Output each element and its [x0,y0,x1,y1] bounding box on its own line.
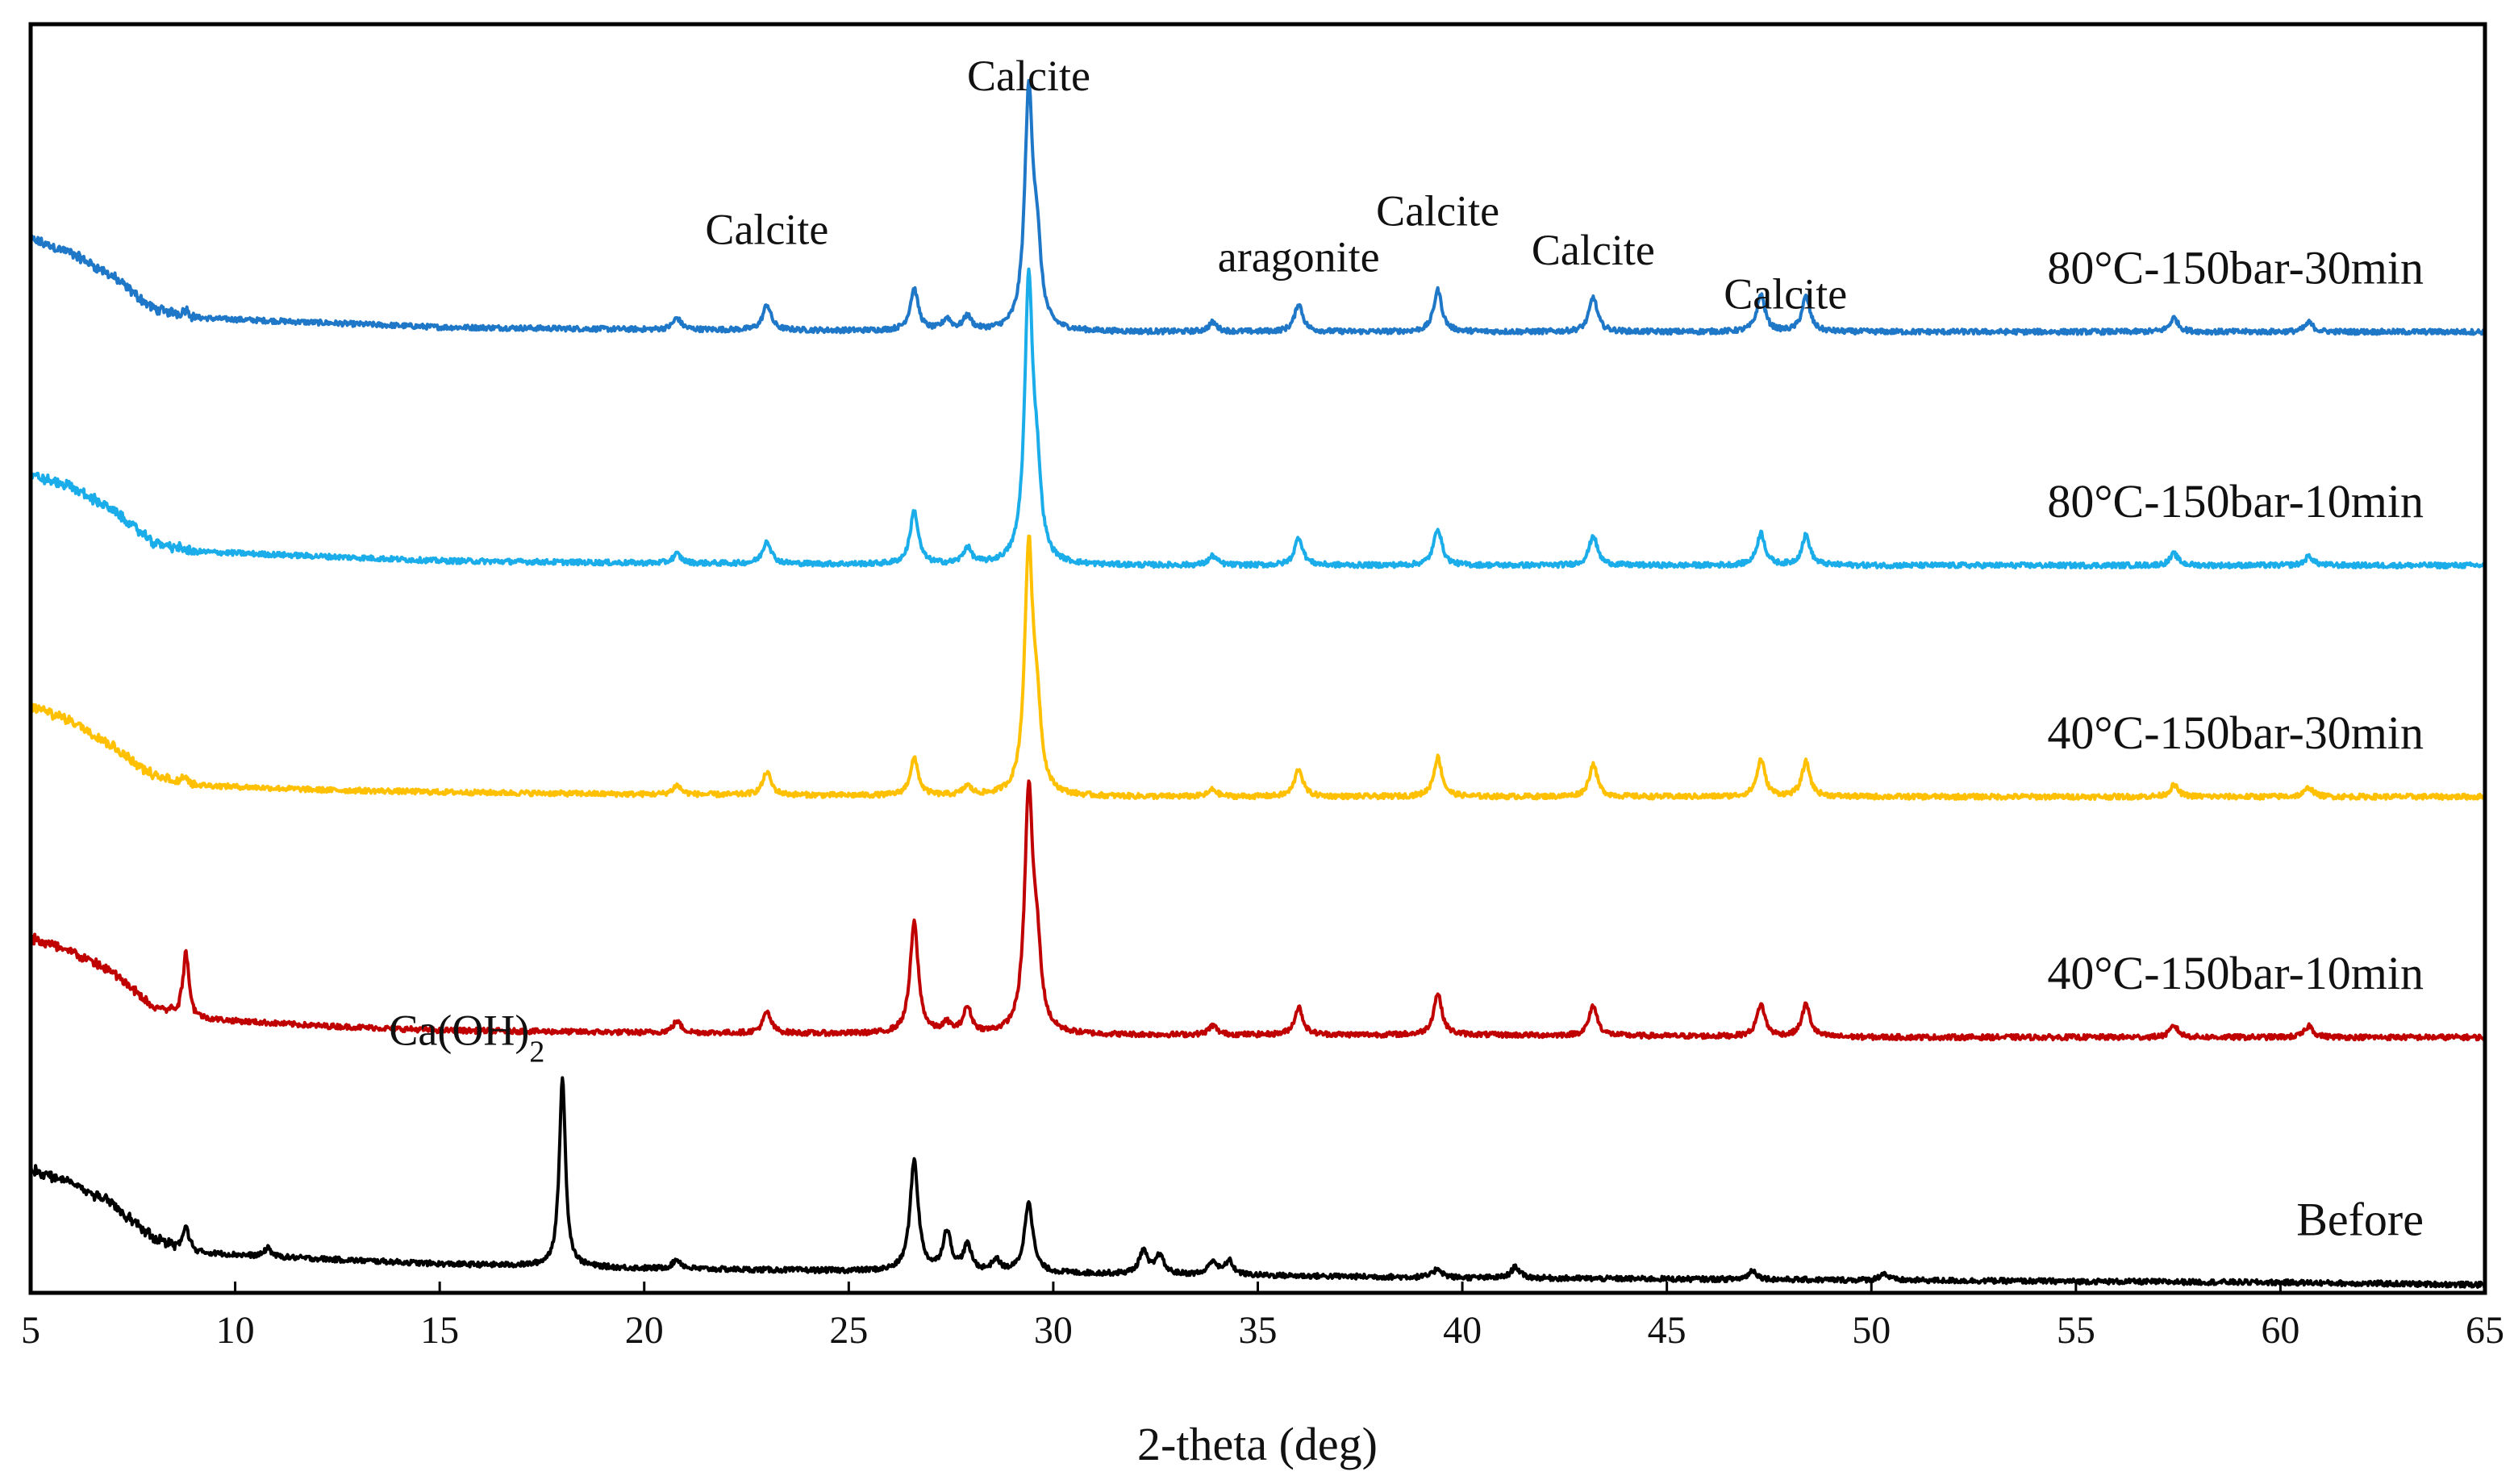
x-axis-ticks: 5 10 15 20 25 30 35 40 45 50 55 60 65 [21,1282,2504,1352]
x-tick-label: 20 [625,1309,664,1352]
series-label: 40°C-150bar-10min [2047,947,2424,999]
series-label: 40°C-150bar-30min [2047,707,2424,759]
x-tick-label: 15 [420,1309,459,1352]
peak-annotation: Calcite [1376,187,1499,236]
x-axis-title: 2-theta (deg) [1137,1418,1378,1470]
x-tick-label: 55 [2057,1309,2095,1352]
peak-annotation: Calcite [1532,226,1655,274]
x-tick-label: 60 [2261,1309,2299,1352]
series-labels: 80°C-150bar-30min 80°C-150bar-10min 40°C-1… [2047,241,2424,1245]
x-tick-label: 5 [21,1309,40,1352]
series-label: 80°C-150bar-30min [2047,241,2424,294]
series-label: 80°C-150bar-10min [2047,475,2424,527]
x-tick-label: 45 [1648,1309,1686,1352]
x-tick-label: 10 [216,1309,255,1352]
peak-annotation: Calcite [1724,269,1847,318]
series-group [29,78,2487,1289]
x-tick-label: 50 [1852,1309,1891,1352]
series-line-1 [29,267,2487,570]
series-line-0 [29,78,2487,336]
x-tick-label: 40 [1443,1309,1482,1352]
x-tick-label: 25 [829,1309,868,1352]
peak-annotation: aragonite [1218,233,1380,281]
series-line-3 [29,779,2487,1042]
x-tick-label: 35 [1239,1309,1278,1352]
x-tick-label: 65 [2466,1309,2504,1352]
x-tick-label: 30 [1034,1309,1073,1352]
peak-annotation: Calcite [967,52,1090,100]
series-label: Before [2296,1193,2424,1245]
plot-area [31,24,2485,1293]
peak-annotation: Calcite [705,206,828,254]
series-line-2 [29,534,2487,801]
